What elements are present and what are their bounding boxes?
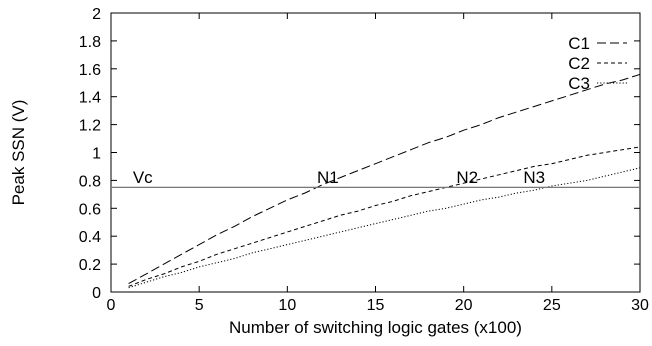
x-tick-label: 20 [455, 297, 473, 314]
y-tick-label: 0 [92, 285, 101, 302]
x-tick-label: 5 [195, 297, 204, 314]
legend-label-c1: C1 [568, 34, 590, 53]
y-tick-label: 1 [92, 146, 101, 163]
legend-label-c2: C2 [568, 54, 590, 73]
y-tick-label: 0.2 [79, 257, 101, 274]
y-tick-label: 1.6 [79, 62, 101, 79]
series-line-c3 [128, 167, 641, 289]
plot-frame [110, 12, 641, 293]
annotation-n2: N2 [456, 168, 478, 187]
ticks [110, 12, 641, 293]
y-tick-label: 0.8 [79, 173, 101, 190]
series-line-c2 [128, 146, 641, 287]
y-tick-label: 2 [92, 6, 101, 23]
plot-area: 0 5 10 15 20 25 3000.20.40.60.811.21.41.61.82 … [79, 6, 649, 314]
annotation-n3: N3 [523, 168, 545, 187]
y-tick-label: 1.8 [79, 34, 101, 51]
x-axis-title: Number of switching logic gates (x100) [229, 318, 522, 337]
series-lines [128, 73, 641, 289]
series-line-c1 [128, 73, 641, 285]
tick-labels: 0 5 10 15 20 25 30 0 0.2 0.4 0.6 0.8 1 1.2 1.4 1.6 1.8 2 [79, 6, 649, 314]
x-tick-label: 30 [631, 297, 649, 314]
annotation-n1: N1 [317, 168, 339, 187]
x-tick-label: 10 [278, 297, 296, 314]
legend-label-c3: C3 [568, 74, 590, 93]
x-tick-label: 25 [543, 297, 561, 314]
y-tick-label: 0.6 [79, 201, 101, 218]
x-tick-label: 15 [367, 297, 385, 314]
x-tick-label: 0 [107, 297, 116, 314]
y-tick-label: 1.4 [79, 90, 101, 107]
y-tick-label: 0.4 [79, 229, 101, 246]
y-tick-label: 1.2 [79, 118, 101, 135]
y-axis-title: Peak SSN (V) [9, 100, 28, 206]
annotation-vc: Vc [133, 168, 153, 187]
annotations: Vc N1 N2 N3 [133, 168, 545, 187]
